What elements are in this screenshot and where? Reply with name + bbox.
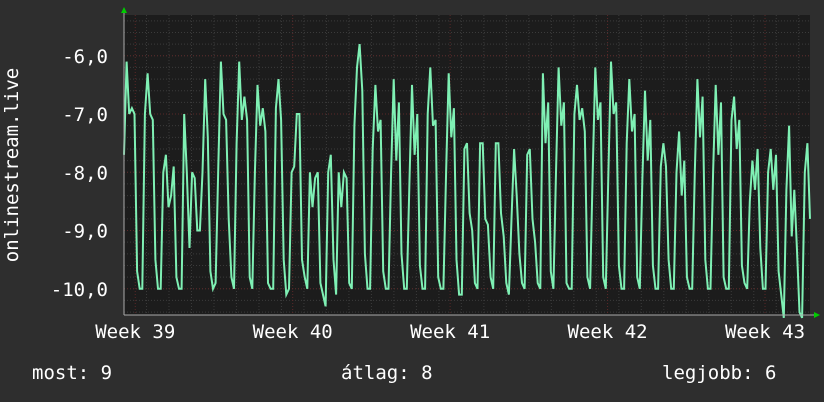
x-tick-label: Week 40 xyxy=(253,321,333,343)
y-axis-label: onlinestream.live xyxy=(1,68,23,262)
y-tick-label: -10,0 xyxy=(51,279,108,301)
legend-current: most: 9 xyxy=(32,362,113,384)
y-axis-ticks: -6,0 -7,0 -8,0 -9,0 -10,0 xyxy=(51,46,108,301)
x-tick-label: Week 43 xyxy=(725,321,805,343)
x-tick-label: Week 39 xyxy=(95,321,175,343)
y-tick-label: -8,0 xyxy=(62,162,108,184)
legend-max: legjobb: 6 xyxy=(662,362,777,384)
major-grid xyxy=(124,15,810,315)
y-tick-label: -7,0 xyxy=(62,104,108,126)
y-tick-label: -9,0 xyxy=(62,221,108,243)
y-tick-label: -6,0 xyxy=(62,46,108,68)
x-tick-label: Week 42 xyxy=(568,321,648,343)
x-tick-label: Week 41 xyxy=(410,321,490,343)
legend-average: átlag: 8 xyxy=(341,362,433,384)
series-line xyxy=(123,43,811,319)
x-axis-arrow xyxy=(814,312,820,318)
x-axis-ticks: Week 39 Week 40 Week 41 Week 42 Week 43 xyxy=(95,321,805,343)
y-axis-arrow xyxy=(121,7,127,13)
